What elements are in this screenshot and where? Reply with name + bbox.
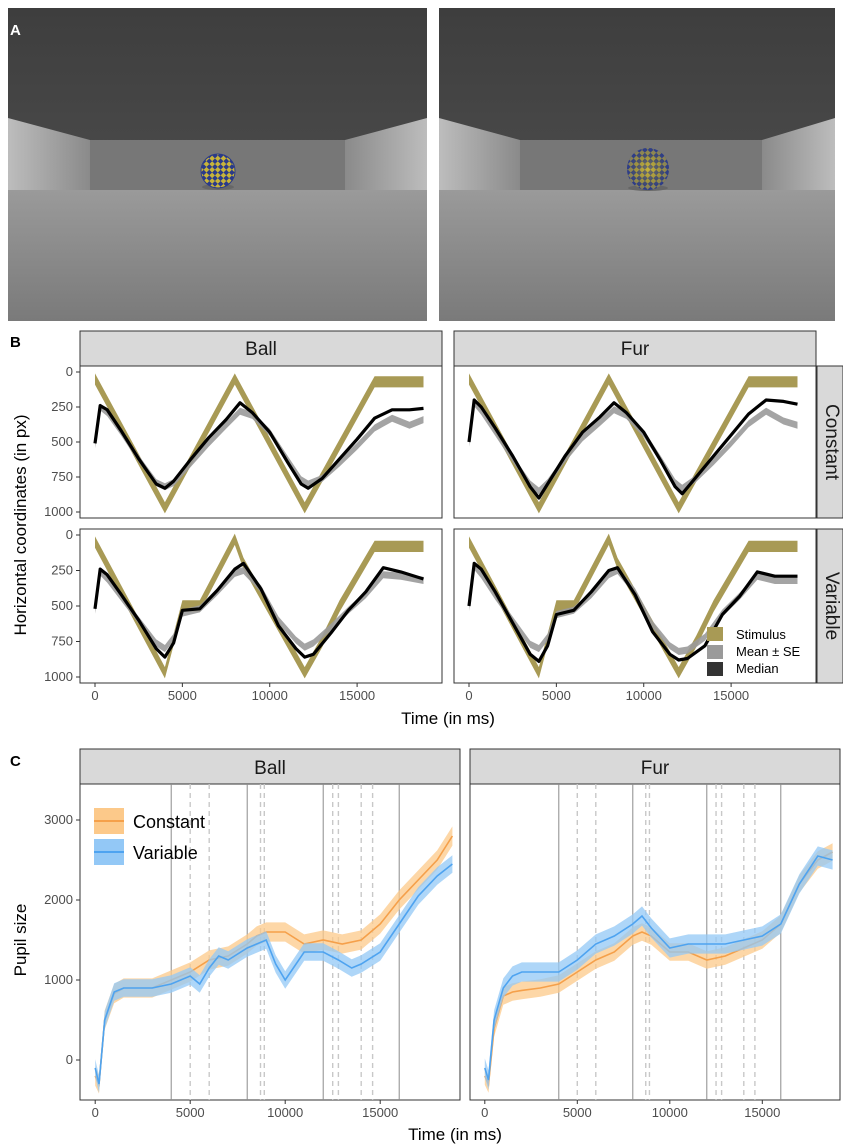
x-tick-label: 10000 bbox=[652, 1105, 688, 1120]
strip-c-fur bbox=[469, 748, 841, 785]
panel-c-ticks: 0 1000 2000 3000 0 5000 10000 15000 0 5000 10000 15… bbox=[44, 812, 780, 1120]
y-tick-label: 250 bbox=[51, 399, 73, 414]
legend-key-mean-se bbox=[707, 645, 723, 659]
strip-label-ball: Ball bbox=[245, 339, 277, 360]
strip-fur bbox=[453, 330, 817, 367]
y-tick-label: 0 bbox=[66, 364, 73, 379]
panel-a-stimulus-images: A bbox=[8, 8, 835, 321]
stimulus-band bbox=[469, 373, 798, 514]
panel-b-y-axis-title: Horizontal coordinates (in px) bbox=[11, 414, 30, 635]
facet-ball-variable bbox=[79, 528, 443, 684]
panel-c-legend: Constant Variable bbox=[94, 808, 205, 865]
strip-c-ball bbox=[79, 748, 461, 785]
x-tick-label: 0 bbox=[465, 688, 472, 703]
strip-constant bbox=[816, 365, 843, 519]
variable-ribbon bbox=[484, 846, 833, 1090]
facet-fur bbox=[469, 783, 841, 1101]
legend-label-variable: Variable bbox=[133, 843, 198, 863]
y-tick-label: 0 bbox=[66, 1052, 73, 1067]
x-tick-label: 0 bbox=[481, 1105, 488, 1120]
y-tick-label: 3000 bbox=[44, 812, 73, 827]
legend-label-mean-se: Mean ± SE bbox=[736, 644, 801, 659]
stimulus-band bbox=[469, 533, 798, 679]
y-tick-label: 1000 bbox=[44, 972, 73, 987]
x-tick-label: 5000 bbox=[168, 688, 197, 703]
panel-b-facets bbox=[79, 365, 817, 684]
x-tick-label: 5000 bbox=[542, 688, 571, 703]
x-tick-label: 10000 bbox=[252, 688, 288, 703]
legend-label-stimulus: Stimulus bbox=[736, 627, 786, 642]
panel-b-legend: Stimulus Mean ± SE Median bbox=[707, 627, 801, 676]
median-line bbox=[467, 561, 798, 663]
strip-label-variable: Variable bbox=[821, 572, 842, 640]
facet-fur-variable bbox=[453, 528, 817, 684]
facet-fur-constant bbox=[453, 365, 817, 519]
stimulus-band bbox=[95, 373, 424, 514]
strip-ball bbox=[79, 330, 443, 367]
strip-variable bbox=[816, 528, 843, 684]
panel-label-a: A bbox=[10, 22, 21, 39]
y-tick-label: 0 bbox=[66, 527, 73, 542]
y-tick-label: 250 bbox=[51, 563, 73, 578]
panel-b-x-axis-title: Time (in ms) bbox=[401, 709, 495, 728]
plot-area-ball-constant bbox=[79, 365, 443, 519]
fur-scene-image bbox=[439, 8, 835, 321]
x-tick-label: 5000 bbox=[563, 1105, 592, 1120]
plot-area-fur-constant bbox=[453, 365, 817, 519]
y-tick-label: 750 bbox=[51, 634, 73, 649]
panel-c-x-axis-title: Time (in ms) bbox=[408, 1125, 502, 1144]
variable-line bbox=[484, 855, 833, 1081]
x-tick-label: 10000 bbox=[626, 688, 662, 703]
median-line bbox=[467, 398, 798, 500]
x-tick-label: 5000 bbox=[176, 1105, 205, 1120]
y-tick-label: 1000 bbox=[44, 504, 73, 519]
x-tick-label: 10000 bbox=[267, 1105, 303, 1120]
x-tick-label: 15000 bbox=[713, 688, 749, 703]
x-tick-label: 15000 bbox=[339, 688, 375, 703]
y-tick-label: 1000 bbox=[44, 669, 73, 684]
legend-label-constant: Constant bbox=[133, 812, 205, 832]
y-tick-label: 500 bbox=[51, 434, 73, 449]
ball-scene-image bbox=[8, 8, 427, 321]
facet-ball bbox=[79, 783, 461, 1101]
legend-key-stimulus bbox=[707, 627, 723, 641]
strip-label-constant: Constant bbox=[821, 404, 842, 481]
strip-c-label-ball: Ball bbox=[254, 758, 286, 779]
median-line bbox=[93, 561, 424, 659]
mean-se-ribbon bbox=[469, 399, 798, 495]
x-tick-label: 0 bbox=[92, 1105, 99, 1120]
median-line bbox=[93, 401, 424, 490]
panel-label-c: C bbox=[10, 753, 21, 770]
x-tick-label: 15000 bbox=[362, 1105, 398, 1120]
legend-label-median: Median bbox=[736, 661, 779, 676]
stimulus-band bbox=[95, 533, 424, 679]
panel-b-gaze-chart: B Ball Fur Constant Variable 0 250 500 750 1… bbox=[10, 330, 843, 728]
y-tick-label: 500 bbox=[51, 598, 73, 613]
plot-area-fur-variable bbox=[453, 528, 817, 684]
variable-line bbox=[94, 863, 453, 1085]
facet-ball-constant bbox=[79, 365, 443, 519]
panel-label-b: B bbox=[10, 334, 21, 351]
strip-label-fur: Fur bbox=[621, 339, 650, 360]
x-tick-label: 15000 bbox=[744, 1105, 780, 1120]
y-tick-label: 750 bbox=[51, 469, 73, 484]
strip-c-label-fur: Fur bbox=[641, 758, 670, 779]
panel-c-y-axis-title: Pupil size bbox=[11, 904, 30, 977]
y-tick-label: 2000 bbox=[44, 892, 73, 907]
plot-area-ball-variable bbox=[79, 528, 443, 684]
x-tick-label: 0 bbox=[91, 688, 98, 703]
panel-c-facets bbox=[79, 783, 841, 1101]
legend-key-median bbox=[707, 662, 723, 676]
